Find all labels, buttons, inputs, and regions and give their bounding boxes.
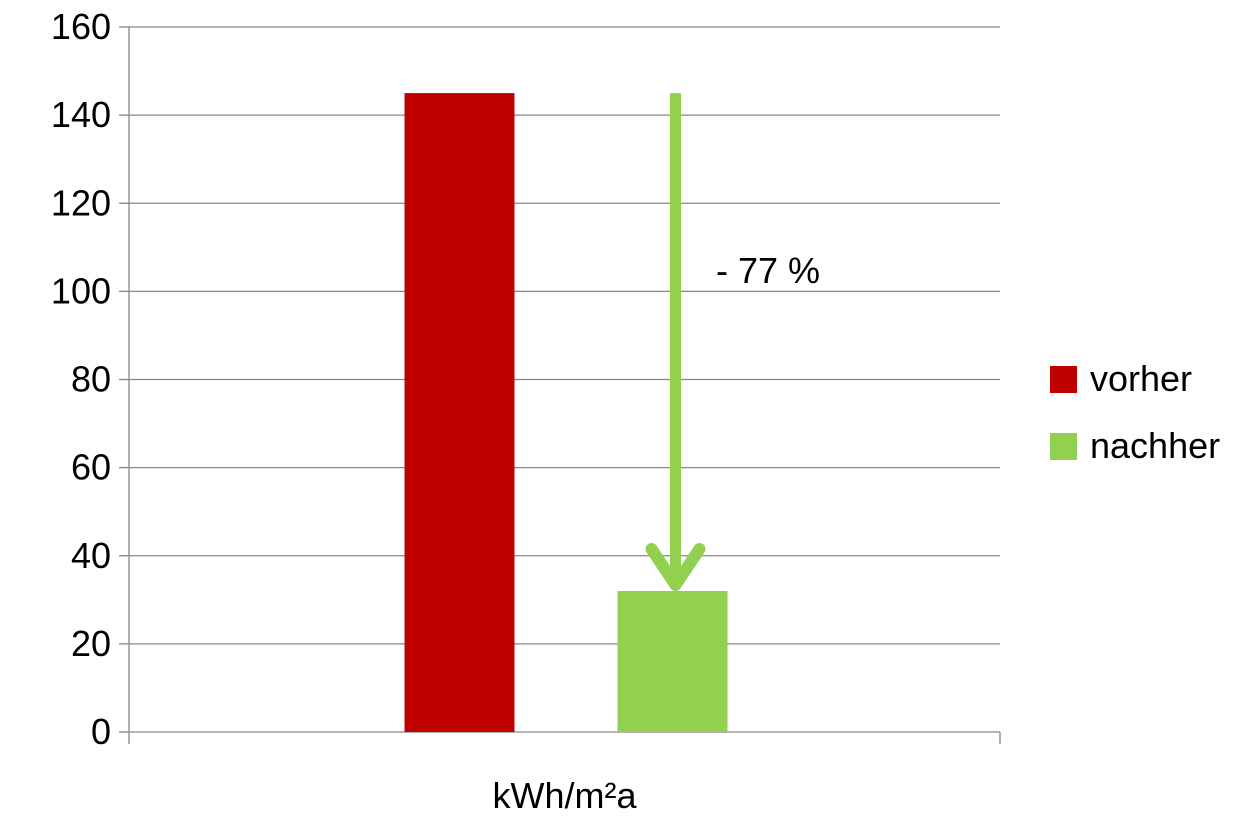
bar-nachher — [617, 591, 728, 732]
y-tick-label: 0 — [91, 711, 111, 752]
y-tick-label: 20 — [71, 623, 111, 664]
legend: vorher nachher — [1050, 358, 1220, 466]
reduction-annotation: - 77 % — [645, 93, 820, 591]
annotation-label: - 77 % — [716, 250, 820, 291]
legend-label-vorher: vorher — [1090, 358, 1192, 399]
y-tick-label: 80 — [71, 359, 111, 400]
y-tick-label: 40 — [71, 535, 111, 576]
x-axis: kWh/m²a — [128, 731, 1001, 816]
category-label: kWh/m²a — [493, 775, 638, 816]
gridlines — [129, 26, 1000, 645]
legend-swatch-vorher — [1050, 366, 1077, 393]
y-axis: 0 20 40 60 80 100 120 140 160 — [51, 6, 130, 752]
arrow-head — [645, 543, 706, 591]
legend-swatch-nachher — [1050, 433, 1077, 460]
bars — [404, 93, 728, 732]
y-tick-label: 120 — [51, 182, 111, 223]
legend-label-nachher: nachher — [1090, 425, 1220, 466]
y-tick-label: 160 — [51, 6, 111, 47]
y-tick-label: 60 — [71, 447, 111, 488]
bar-vorher — [404, 93, 515, 732]
y-tick-label: 140 — [51, 94, 111, 135]
y-tick-label: 100 — [51, 270, 111, 311]
